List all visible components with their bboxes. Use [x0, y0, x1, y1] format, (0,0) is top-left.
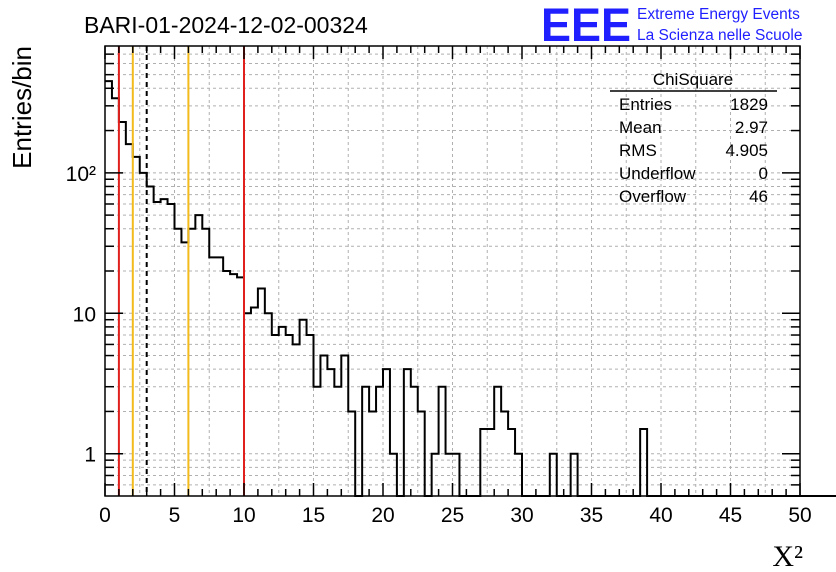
- logo-line1: Extreme Energy Events: [637, 6, 800, 23]
- x-tick-label: 5: [169, 504, 181, 527]
- stats-label: Entries: [619, 95, 672, 114]
- axis-ticks: [104, 46, 801, 496]
- x-tick-label: 45: [719, 504, 742, 527]
- stats-label: Mean: [619, 118, 662, 137]
- x-tick-label: 35: [580, 504, 603, 527]
- y-tick-label: 1: [84, 444, 96, 467]
- y-tick-labels: 1 10 10²: [66, 163, 96, 467]
- stats-value: 2.97: [735, 118, 768, 137]
- y-tick-label: 10: [73, 303, 96, 326]
- x-tick-label: 40: [649, 504, 672, 527]
- reference-lines: [117, 46, 245, 496]
- run-title: BARI-01-2024-12-02-00324: [84, 12, 368, 38]
- stats-value: 1829: [730, 95, 768, 114]
- y-axis-title: Entries/bin: [7, 46, 37, 169]
- x-tick-labels: 0 5 10 15 20 25 30 35 40 45 50: [99, 504, 812, 527]
- stats-value: 4.905: [725, 141, 768, 160]
- x-tick-label: 0: [99, 504, 111, 527]
- stats-label: RMS: [619, 141, 657, 160]
- stats-label: Overflow: [619, 187, 687, 206]
- logo-line2: La Scienza nelle Scuole: [637, 27, 802, 44]
- x-tick-label: 50: [788, 504, 811, 527]
- y-tick-label: 10²: [66, 163, 96, 186]
- x-tick-label: 25: [441, 504, 464, 527]
- x-tick-label: 20: [371, 504, 394, 527]
- grid: [105, 46, 800, 496]
- stats-box: ChiSquare Entries 1829 Mean 2.97 RMS 4.905 Und…: [610, 70, 777, 206]
- stats-value: 0: [759, 164, 768, 183]
- x-tick-label: 15: [302, 504, 325, 527]
- eee-logo: EEE Extreme Energy Events La Scienza nel…: [541, 0, 802, 51]
- stats-value: 46: [749, 187, 768, 206]
- logo-letters: EEE: [541, 0, 631, 51]
- stats-label: Underflow: [619, 164, 696, 183]
- stats-title: ChiSquare: [653, 70, 733, 89]
- stats-rows: Entries 1829 Mean 2.97 RMS 4.905 Underflow 0 Ove…: [619, 95, 768, 206]
- x-tick-label: 10: [232, 504, 255, 527]
- x-axis-title: X²: [772, 540, 803, 572]
- x-tick-label: 30: [510, 504, 533, 527]
